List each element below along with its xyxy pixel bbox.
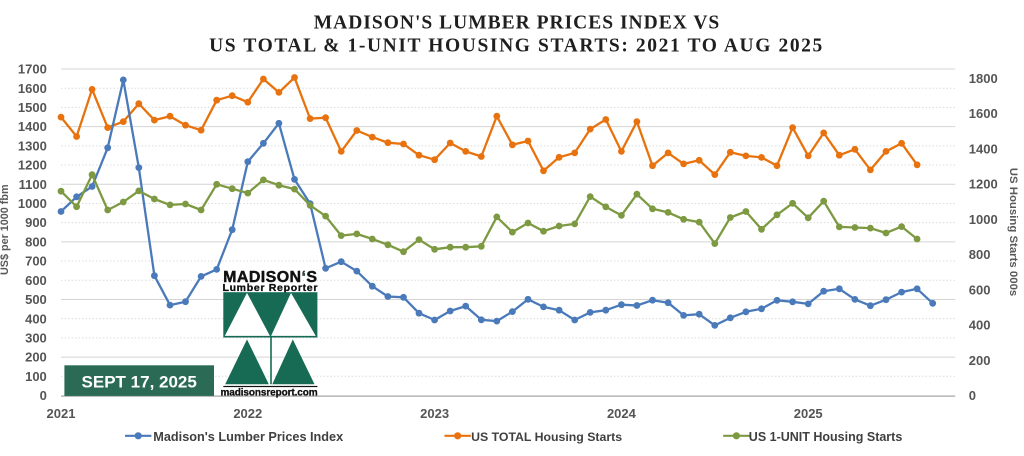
- svg-text:US$ per 1000 fbm: US$ per 1000 fbm: [0, 184, 11, 275]
- svg-text:US TOTAL Housing Starts: US TOTAL Housing Starts: [471, 430, 622, 444]
- svg-text:1400: 1400: [969, 142, 998, 157]
- svg-text:400: 400: [969, 318, 991, 333]
- svg-text:1300: 1300: [18, 138, 47, 153]
- svg-text:Lumber Reporter: Lumber Reporter: [222, 282, 318, 294]
- svg-text:400: 400: [25, 311, 47, 326]
- svg-text:700: 700: [25, 254, 47, 269]
- svg-text:US TOTAL & 1-UNIT HOUSING STAR: US TOTAL & 1-UNIT HOUSING STARTS: 2021 T…: [209, 35, 824, 56]
- svg-text:2023: 2023: [420, 406, 449, 421]
- svg-text:US 1-UNIT Housing Starts: US 1-UNIT Housing Starts: [749, 430, 903, 444]
- svg-text:0: 0: [40, 388, 47, 403]
- svg-text:800: 800: [25, 235, 47, 250]
- svg-text:madisonsreport.com: madisonsreport.com: [220, 388, 317, 399]
- svg-text:US Housing Starts 000s: US Housing Starts 000s: [1007, 168, 1019, 297]
- svg-text:100: 100: [25, 369, 47, 384]
- svg-text:1500: 1500: [18, 100, 47, 115]
- svg-text:1100: 1100: [19, 177, 47, 192]
- svg-text:2021: 2021: [47, 406, 76, 421]
- svg-text:Madison's Lumber Prices Index: Madison's Lumber Prices Index: [153, 430, 343, 444]
- svg-text:1600: 1600: [969, 106, 998, 121]
- svg-text:MADISON'S LUMBER PRICES INDEX: MADISON'S LUMBER PRICES INDEX VS: [314, 13, 721, 34]
- svg-text:1000: 1000: [18, 196, 47, 211]
- svg-text:800: 800: [969, 247, 991, 262]
- svg-text:MADISON‘S: MADISON‘S: [223, 269, 317, 286]
- svg-text:300: 300: [25, 331, 47, 346]
- svg-text:500: 500: [25, 292, 47, 307]
- svg-text:200: 200: [969, 353, 991, 368]
- svg-text:1600: 1600: [18, 81, 47, 96]
- svg-text:1200: 1200: [18, 158, 47, 173]
- svg-text:1400: 1400: [18, 119, 47, 134]
- svg-text:1800: 1800: [969, 71, 998, 86]
- svg-text:2025: 2025: [794, 406, 823, 421]
- svg-text:900: 900: [25, 215, 47, 230]
- svg-text:SEPT 17, 2025: SEPT 17, 2025: [82, 373, 197, 392]
- svg-text:2022: 2022: [233, 406, 262, 421]
- svg-text:200: 200: [25, 350, 47, 365]
- svg-text:1700: 1700: [18, 62, 47, 77]
- svg-text:1000: 1000: [969, 212, 998, 227]
- svg-text:600: 600: [25, 273, 47, 288]
- svg-text:600: 600: [969, 282, 991, 297]
- svg-text:1200: 1200: [969, 177, 998, 192]
- svg-text:2024: 2024: [607, 406, 637, 421]
- svg-text:0: 0: [969, 388, 976, 403]
